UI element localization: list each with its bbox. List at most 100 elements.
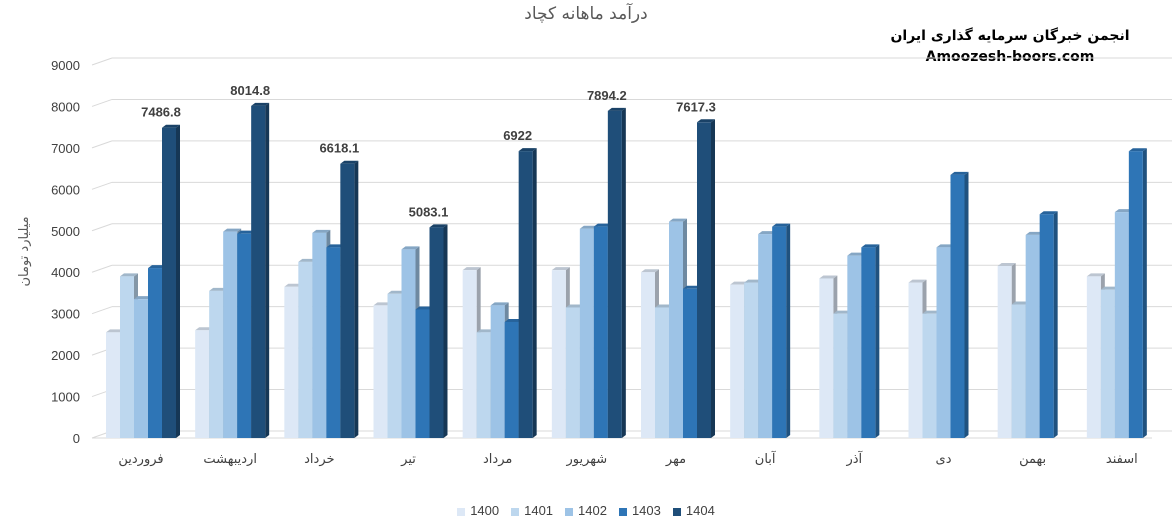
- bar: [833, 313, 848, 438]
- legend-item: 1401: [511, 503, 553, 518]
- x-tick-label: دی: [936, 452, 952, 467]
- gridline-depth: [91, 140, 113, 149]
- watermark: انجمن خبرگان سرمایه گذاری ایران Amoozesh…: [840, 26, 1172, 68]
- bar-top: [758, 231, 777, 235]
- bar-side: [786, 223, 791, 438]
- legend-label: 1402: [578, 503, 607, 518]
- bar: [340, 163, 355, 438]
- bar-top: [936, 244, 955, 248]
- gridline-depth: [91, 264, 113, 273]
- bar: [1025, 234, 1040, 438]
- bar-top: [195, 327, 214, 331]
- gridline-depth: [91, 223, 113, 232]
- bar: [326, 247, 341, 438]
- bar: [697, 122, 711, 438]
- bar: [106, 332, 120, 438]
- bar-side: [621, 107, 626, 438]
- bar-top: [579, 225, 598, 229]
- bar: [134, 299, 148, 438]
- bar: [1086, 276, 1101, 438]
- bar: [120, 276, 134, 438]
- bar: [1011, 304, 1026, 438]
- bar-top: [641, 269, 659, 273]
- y-tick-label: 6000: [51, 182, 80, 197]
- bar-top: [669, 218, 687, 222]
- bar-top: [209, 287, 228, 291]
- bar: [593, 226, 608, 438]
- bar: [148, 268, 162, 438]
- x-tick-label: تیر: [400, 452, 416, 467]
- bar-top: [655, 304, 673, 308]
- x-tick-label: اسفند: [1106, 452, 1138, 467]
- bar-top: [1011, 301, 1030, 305]
- bar: [223, 231, 238, 438]
- data-label: 7894.2: [587, 88, 627, 103]
- y-tick-label: 4000: [51, 265, 80, 280]
- legend-label: 1401: [524, 503, 554, 518]
- bar: [579, 228, 594, 438]
- legend-label: 1404: [685, 503, 715, 518]
- bar-top: [565, 304, 584, 308]
- bar-top: [1086, 273, 1105, 277]
- legend-swatch: [457, 507, 466, 516]
- legend-swatch: [565, 507, 574, 516]
- bar: [908, 282, 923, 438]
- bar-side: [1053, 211, 1058, 438]
- x-tick-label: آذر: [845, 450, 863, 467]
- bar-top: [1025, 231, 1044, 235]
- bar-top: [476, 329, 495, 333]
- bar-top: [106, 329, 124, 333]
- bar: [251, 105, 266, 439]
- bar-top: [134, 296, 152, 300]
- watermark-line-1: انجمن خبرگان سرمایه گذاری ایران: [890, 28, 1130, 44]
- y-axis-title: میلیارد تومان: [17, 216, 32, 286]
- y-tick-label: 9000: [51, 58, 80, 73]
- bar-side: [354, 160, 359, 438]
- bar: [669, 221, 683, 438]
- bar-top: [908, 279, 927, 283]
- bar-top: [148, 265, 166, 269]
- bar-top: [429, 224, 448, 228]
- bar: [237, 233, 252, 438]
- bar-side: [265, 102, 270, 439]
- gridline-depth: [91, 306, 113, 315]
- bar-top: [401, 246, 420, 250]
- bar: [195, 330, 210, 438]
- bar: [997, 266, 1012, 438]
- bar: [415, 309, 430, 438]
- bar: [1039, 214, 1054, 438]
- y-tick-label: 2000: [51, 348, 80, 363]
- bar: [565, 307, 580, 438]
- bar-top: [490, 302, 509, 306]
- bar-top: [373, 302, 392, 306]
- data-label: 6922: [503, 128, 532, 143]
- legend-swatch: [511, 507, 520, 516]
- x-tick-label: فروردین: [118, 452, 163, 467]
- bar-top: [312, 229, 331, 233]
- bar: [847, 255, 862, 438]
- legend-item: 1404: [672, 503, 715, 518]
- bar: [209, 290, 224, 438]
- bar-top: [462, 267, 481, 271]
- bar-top: [1100, 286, 1119, 290]
- bar-top: [922, 310, 941, 314]
- x-tick-label: مهر: [665, 452, 686, 467]
- bar-top: [847, 252, 866, 256]
- bar-top: [744, 279, 763, 283]
- bar-top: [607, 107, 626, 111]
- gridline-depth: [91, 98, 113, 107]
- bar-top: [1128, 148, 1147, 152]
- bar: [387, 293, 402, 438]
- bar-top: [415, 306, 434, 310]
- y-tick-label: 0: [73, 431, 80, 446]
- gridline-depth: [91, 57, 113, 66]
- bar: [429, 227, 444, 438]
- bar: [490, 305, 505, 438]
- bar: [504, 321, 519, 438]
- bar-top: [997, 263, 1016, 267]
- x-tick-label: اردیبهشت: [203, 452, 257, 467]
- bar: [950, 174, 965, 439]
- bar: [476, 332, 491, 438]
- x-tick-label: خرداد: [304, 452, 334, 467]
- bar: [373, 305, 388, 438]
